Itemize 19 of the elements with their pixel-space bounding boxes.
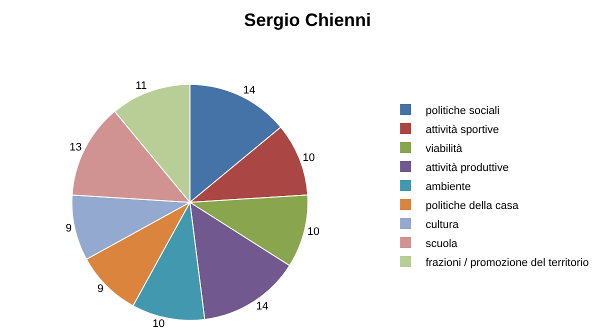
data-label: 9 bbox=[97, 282, 104, 295]
legend-label: politiche della casa bbox=[426, 200, 520, 212]
legend-label: attività produttive bbox=[426, 162, 509, 174]
legend-label: cultura bbox=[426, 218, 460, 231]
legend-label: ambiente bbox=[426, 180, 471, 193]
legend-label: politiche sociali bbox=[426, 104, 500, 117]
data-label: 9 bbox=[66, 222, 72, 234]
chart-title: Sergio Chienni bbox=[244, 10, 372, 30]
legend-label: viabilità bbox=[426, 142, 464, 155]
data-label: 14 bbox=[243, 84, 256, 97]
data-label: 11 bbox=[136, 80, 147, 92]
data-label: 10 bbox=[307, 226, 320, 238]
data-label: 14 bbox=[256, 300, 268, 312]
data-label: 13 bbox=[69, 142, 82, 154]
legend-label: attività sportive bbox=[426, 124, 499, 136]
data-label: 10 bbox=[152, 318, 165, 330]
legend-label: frazioni / promozione del territorio bbox=[426, 256, 589, 269]
data-label: 10 bbox=[302, 152, 315, 164]
legend-label: scuola bbox=[426, 238, 458, 250]
